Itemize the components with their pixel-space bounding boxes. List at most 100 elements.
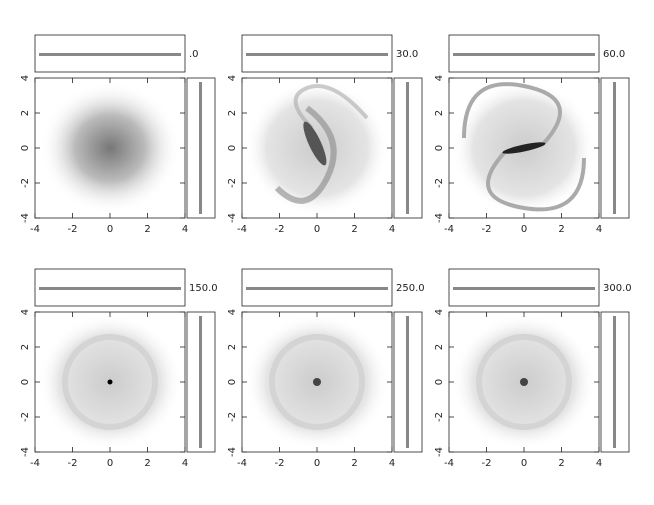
x-tick-label: 4 xyxy=(182,458,188,469)
x-tick-label: -2 xyxy=(275,224,285,235)
y-tick-label: 4 xyxy=(20,75,31,81)
edge-on-projection xyxy=(246,287,388,290)
side-projection-frame xyxy=(186,77,216,219)
x-tick-label: 2 xyxy=(558,224,564,235)
y-tick-label: 0 xyxy=(227,379,238,385)
ring xyxy=(269,334,365,430)
edge-on-projection xyxy=(453,287,595,290)
edge-on-projection xyxy=(613,82,616,214)
spiral-arm xyxy=(293,84,369,130)
top-projection-frame xyxy=(34,34,186,73)
time-label: 150.0 xyxy=(189,283,218,294)
core xyxy=(313,378,321,386)
core xyxy=(520,378,528,386)
x-tick-label: -2 xyxy=(482,458,492,469)
side-projection-frame xyxy=(393,77,423,219)
x-tick-label: 4 xyxy=(182,224,188,235)
y-tick-label: 0 xyxy=(434,145,445,151)
y-tick-label: -4 xyxy=(434,213,445,223)
x-tick-label: 0 xyxy=(314,224,320,235)
y-tick-label: 0 xyxy=(20,145,31,151)
y-tick-label: -2 xyxy=(227,412,238,422)
x-tick-label: -4 xyxy=(237,224,247,235)
y-tick-label: 0 xyxy=(434,379,445,385)
side-projection-frame xyxy=(393,311,423,453)
y-tick-label: -2 xyxy=(20,412,31,422)
y-tick-label: -2 xyxy=(434,412,445,422)
edge-on-projection xyxy=(199,316,202,448)
y-tick-label: 4 xyxy=(20,309,31,315)
x-tick-label: 4 xyxy=(389,458,395,469)
time-label: .0 xyxy=(189,49,199,60)
side-projection-frame xyxy=(600,311,630,453)
y-tick-label: 4 xyxy=(434,75,445,81)
edge-on-projection xyxy=(39,287,181,290)
bar-core xyxy=(303,121,327,166)
y-tick-label: -2 xyxy=(227,178,238,188)
y-tick-label: 2 xyxy=(227,344,238,350)
edge-on-projection xyxy=(246,53,388,56)
x-tick-label: 4 xyxy=(596,458,602,469)
y-tick-label: 0 xyxy=(227,145,238,151)
top-projection-frame xyxy=(241,34,393,73)
y-tick-label: -4 xyxy=(227,213,238,223)
edge-on-projection xyxy=(406,82,409,214)
y-tick-label: 4 xyxy=(227,309,238,315)
x-tick-label: 2 xyxy=(351,224,357,235)
x-tick-label: -4 xyxy=(30,224,40,235)
y-tick-label: 0 xyxy=(20,379,31,385)
edge-on-projection xyxy=(613,316,616,448)
time-label: 30.0 xyxy=(396,49,418,60)
spiral-arm xyxy=(486,151,586,212)
x-tick-label: -4 xyxy=(444,458,454,469)
x-tick-label: 4 xyxy=(389,224,395,235)
time-label: 250.0 xyxy=(396,283,425,294)
y-tick-label: 2 xyxy=(20,110,31,116)
spiral-arm xyxy=(462,82,562,145)
x-tick-label: -2 xyxy=(275,458,285,469)
x-tick-label: 0 xyxy=(521,224,527,235)
y-tick-label: 2 xyxy=(434,344,445,350)
y-tick-label: 2 xyxy=(20,344,31,350)
x-tick-label: -2 xyxy=(68,458,78,469)
ring xyxy=(476,334,572,430)
time-label: 300.0 xyxy=(603,283,632,294)
x-tick-label: -4 xyxy=(237,458,247,469)
top-projection-frame xyxy=(448,268,600,307)
bar-core xyxy=(502,142,546,154)
y-tick-label: -4 xyxy=(20,447,31,457)
top-projection-frame xyxy=(448,34,600,73)
y-tick-label: 4 xyxy=(434,309,445,315)
y-tick-label: 2 xyxy=(434,110,445,116)
x-tick-label: -2 xyxy=(68,224,78,235)
core xyxy=(107,379,113,385)
top-projection-frame xyxy=(241,268,393,307)
y-tick-label: 2 xyxy=(227,110,238,116)
time-label: 60.0 xyxy=(603,49,625,60)
x-tick-label: -4 xyxy=(444,224,454,235)
side-projection-frame xyxy=(600,77,630,219)
ring xyxy=(62,334,158,430)
x-tick-label: 0 xyxy=(521,458,527,469)
x-tick-label: -2 xyxy=(482,224,492,235)
top-projection-frame xyxy=(34,268,186,307)
x-tick-label: -4 xyxy=(30,458,40,469)
y-tick-label: -4 xyxy=(20,213,31,223)
x-tick-label: 4 xyxy=(596,224,602,235)
side-projection-frame xyxy=(186,311,216,453)
edge-on-projection xyxy=(199,82,202,214)
x-tick-label: 2 xyxy=(351,458,357,469)
spiral-arm xyxy=(274,105,337,204)
x-tick-label: 2 xyxy=(558,458,564,469)
x-tick-label: 2 xyxy=(144,458,150,469)
y-tick-label: -4 xyxy=(227,447,238,457)
edge-on-projection xyxy=(453,53,595,56)
y-tick-label: 4 xyxy=(227,75,238,81)
x-tick-label: 0 xyxy=(314,458,320,469)
y-tick-label: -4 xyxy=(434,447,445,457)
x-tick-label: 0 xyxy=(107,224,113,235)
y-tick-label: -2 xyxy=(20,178,31,188)
x-tick-label: 2 xyxy=(144,224,150,235)
particle-cloud xyxy=(40,82,180,214)
